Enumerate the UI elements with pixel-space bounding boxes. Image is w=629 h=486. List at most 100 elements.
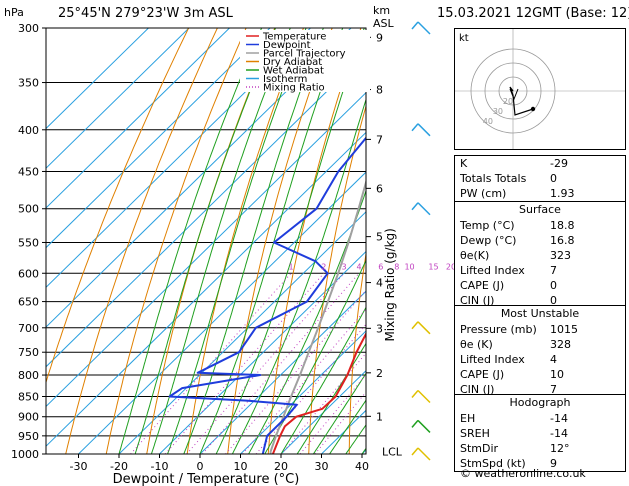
isotherm-line xyxy=(46,131,366,447)
datetime-title: 15.03.2021 12GMT (Base: 12) xyxy=(437,6,629,21)
pressure-tick-label: 850 xyxy=(18,390,39,403)
pressure-tick-label: 900 xyxy=(18,411,39,424)
isotherm-line xyxy=(46,28,230,209)
dry-adiabat-line xyxy=(389,28,447,454)
mixing-ratio-line xyxy=(242,308,366,454)
hodograph-ring-label: 30 xyxy=(493,107,503,116)
km-tick-label: 3 xyxy=(376,322,383,335)
wind-barb xyxy=(411,21,431,35)
dry-adiabat-line xyxy=(227,28,333,454)
mixing-ratio-label: 15 xyxy=(428,262,438,271)
surface-row: CAPE (J) 0 xyxy=(455,278,625,293)
mu-key: Pressure (mb) xyxy=(460,323,537,336)
asl-label: ASL xyxy=(373,17,394,30)
mu-row: CAPE (J) 10 xyxy=(455,367,625,382)
surface-value: 7 xyxy=(550,264,557,277)
wet-adiabat-line xyxy=(231,97,366,454)
dewpoint-line xyxy=(168,136,366,454)
hodograph-ring-label: 40 xyxy=(483,117,493,126)
hodo-key: EH xyxy=(460,412,476,425)
wet-adiabat-line xyxy=(329,399,366,454)
pressure-tick-label: 600 xyxy=(18,267,39,280)
pressure-tick-label: 800 xyxy=(18,369,39,382)
isotherm-line xyxy=(78,171,366,454)
hodograph-panel: kt 40 30 20 xyxy=(454,28,626,150)
dry-adiabat-line xyxy=(105,28,247,454)
mixing-ratio-label: 4 xyxy=(356,262,361,271)
pressure-tick-label: 350 xyxy=(18,77,39,90)
surface-table: Surface Temp (°C) 18.8 Dewp (°C) 16.8 θe(K) 3… xyxy=(454,201,626,309)
index-value: 0 xyxy=(550,172,557,185)
surface-value: 0 xyxy=(550,279,557,292)
index-key: PW (cm) xyxy=(460,187,507,200)
mu-value: 1015 xyxy=(550,323,578,336)
wet-adiabat-line xyxy=(118,28,263,454)
wind-barb xyxy=(411,447,431,461)
wet-adiabat-line xyxy=(215,28,365,454)
wet-adiabat-line xyxy=(296,342,366,454)
location-title: 25°45'N 279°23'W 3m ASL xyxy=(58,6,233,21)
km-label: km xyxy=(373,4,391,17)
dry-adiabat-line xyxy=(348,250,366,454)
plot-frame xyxy=(45,27,367,455)
most-unstable-title: Most Unstable xyxy=(500,307,580,320)
surface-key: CIN (J) xyxy=(460,294,495,307)
surface-title: Surface xyxy=(519,203,561,216)
mu-value: 4 xyxy=(550,353,557,366)
axes: 3003504004505005506006507007508008509009… xyxy=(11,22,369,486)
dry-adiabat-line xyxy=(46,28,190,384)
isotherm-line xyxy=(240,330,366,454)
surface-row: Lifted Index 7 xyxy=(455,263,625,278)
mixing-ratio-label: 20 xyxy=(446,262,456,271)
temperature-tick-label: 30 xyxy=(315,460,329,473)
pressure-tick-label: 650 xyxy=(18,296,39,309)
surface-row: θe(K) 323 xyxy=(455,248,625,263)
mixing-ratio-line xyxy=(225,289,366,454)
background-lines xyxy=(46,28,447,454)
dry-adiabat-line xyxy=(186,28,304,454)
wind-barb xyxy=(411,202,431,216)
mixing-ratio-label: 6 xyxy=(378,262,383,271)
mu-value: 328 xyxy=(550,338,571,351)
legend-label: Dry Adiabat xyxy=(263,57,322,68)
hodograph-ring-label: 20 xyxy=(503,97,513,106)
surface-row: Temp (°C) 18.8 xyxy=(455,218,625,233)
surface-value: 18.8 xyxy=(550,219,575,232)
legend-label: Parcel Trajectory xyxy=(263,49,346,60)
legend-label: Temperature xyxy=(262,32,326,43)
surface-row: Dewp (°C) 16.8 xyxy=(455,233,625,248)
dry-adiabat-line xyxy=(65,28,218,454)
mu-row: Pressure (mb) 1015 xyxy=(455,322,625,337)
pressure-tick-label: 450 xyxy=(18,165,39,178)
hodo-value: 9 xyxy=(550,457,557,470)
km-tick-label: 9 xyxy=(376,31,383,44)
mixing-ratio-label: 8 xyxy=(394,262,399,271)
pressure-tick-label: 550 xyxy=(18,236,39,249)
mu-row: θe (K) 328 xyxy=(455,337,625,352)
parcel-trajectory-line xyxy=(269,178,366,454)
km-tick-label: 8 xyxy=(376,84,383,97)
wet-adiabat-line xyxy=(167,28,307,454)
temperature-tick-label: -30 xyxy=(70,460,88,473)
wind-barb xyxy=(411,123,431,137)
isotherm-line xyxy=(46,28,271,249)
mu-key: Lifted Index xyxy=(460,353,525,366)
index-key: Totals Totals xyxy=(460,172,527,185)
legend-background xyxy=(240,30,370,92)
temperature-tick-label: 20 xyxy=(274,460,288,473)
hodograph-unit: kt xyxy=(459,33,469,44)
indices-table: K -29 Totals Totals 0 PW (cm) 1.93 xyxy=(454,155,626,202)
wind-barb xyxy=(411,321,431,335)
hodo-value: -14 xyxy=(550,427,568,440)
isotherm-line xyxy=(46,52,366,368)
mu-value: 10 xyxy=(550,368,564,381)
isotherm-line xyxy=(46,28,190,169)
mu-key: θe (K) xyxy=(460,338,493,351)
mu-row: Lifted Index 4 xyxy=(455,352,625,367)
pressure-tick-label: 400 xyxy=(18,124,39,137)
surface-value: 16.8 xyxy=(550,234,575,247)
hodo-row: StmDir 12° xyxy=(455,441,625,456)
isotherm-line xyxy=(46,28,352,328)
